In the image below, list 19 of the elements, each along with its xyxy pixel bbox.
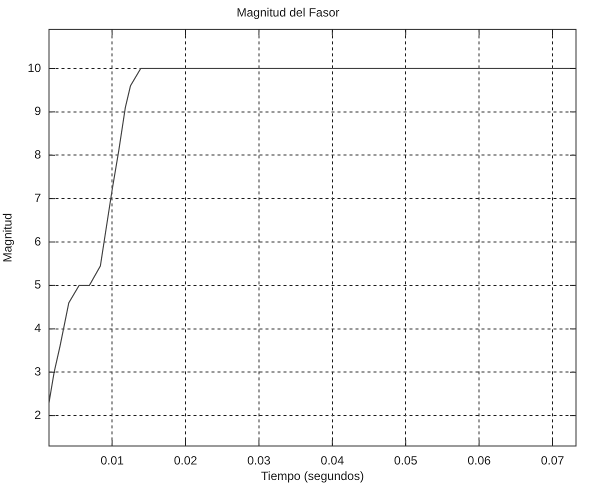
y-tick-label: 3 (34, 364, 42, 379)
x-axis-title: Tiempo (segundos) (261, 469, 364, 484)
y-tick-label: 7 (34, 190, 42, 205)
y-tick-label: 2 (34, 408, 42, 422)
y-axis-title: Magnitud (0, 213, 15, 262)
y-tick-label: 9 (34, 104, 42, 118)
y-tick-label: 8 (34, 148, 42, 162)
x-tick-label: 0.03 (247, 454, 271, 468)
y-tick-label: 10 (28, 60, 42, 75)
y-tick-label: 5 (34, 278, 42, 292)
x-tick-label: 0.02 (174, 454, 198, 468)
x-tick-label: 0.07 (540, 454, 565, 468)
y-tick-label: 4 (34, 321, 42, 336)
x-tick-label: 0.06 (467, 454, 492, 468)
x-tick-label: 0.05 (394, 454, 418, 468)
x-tick-label: 0.04 (320, 454, 344, 468)
x-tick-label: 0.01 (100, 454, 124, 468)
chart-title: Magnitud del Fasor (236, 6, 340, 20)
y-tick-label: 6 (34, 234, 42, 248)
